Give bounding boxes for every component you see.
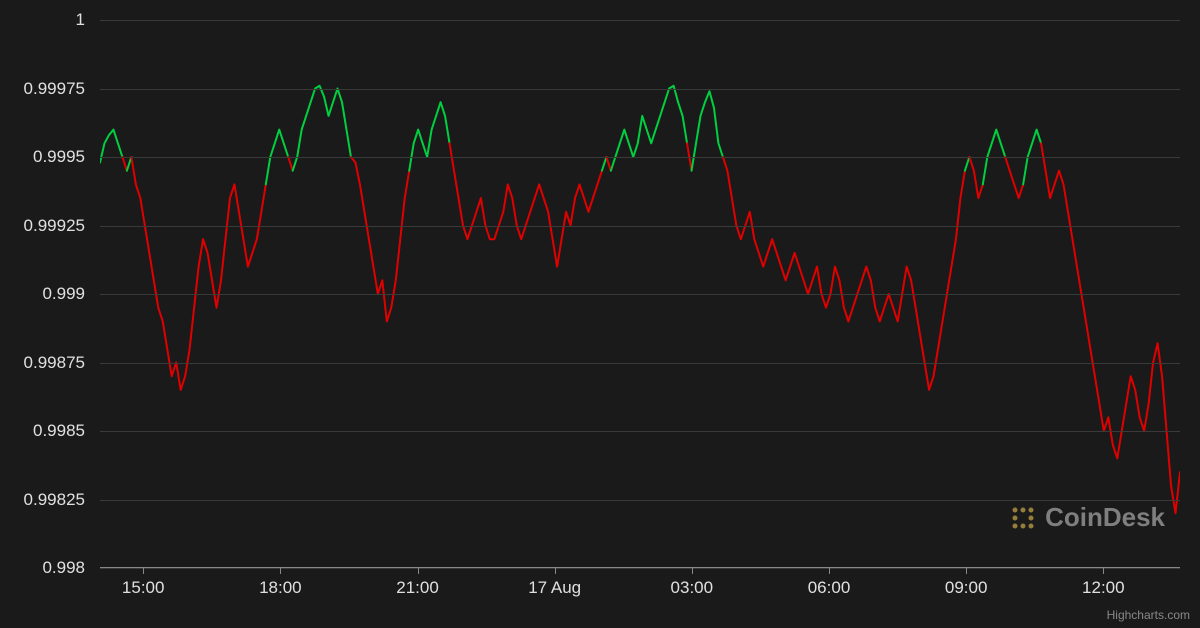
series-segment-down [122, 157, 126, 171]
gridline [100, 89, 1180, 90]
series-segment-down [288, 157, 292, 171]
gridline [100, 157, 1180, 158]
gridline [100, 500, 1180, 501]
y-tick-label: 0.998 [42, 558, 85, 578]
y-tick-label: 0.99875 [24, 353, 85, 373]
series-segment-down [606, 157, 610, 171]
series-segment-up [965, 157, 969, 171]
y-tick-label: 1 [76, 10, 85, 30]
gridline [100, 226, 1180, 227]
series-segment-up [692, 91, 723, 170]
series-segment-down [1041, 143, 1180, 513]
plot-area [100, 20, 1180, 568]
series-segment-down [723, 157, 965, 390]
x-tick [1103, 568, 1104, 574]
series-segment-up [602, 157, 606, 171]
gridline [100, 363, 1180, 364]
x-axis: 15:00 18:00 21:00 17 Aug 03:00 06:00 09:00 12:0… [100, 578, 1180, 608]
series-segment-up [409, 102, 449, 171]
y-tick-label: 0.99825 [24, 490, 85, 510]
x-tick [418, 568, 419, 574]
series-segment-down [351, 157, 409, 321]
chart-credit: Highcharts.com [1107, 608, 1190, 622]
gridline [100, 20, 1180, 21]
x-tick [143, 568, 144, 574]
x-tick [555, 568, 556, 574]
x-tick [280, 568, 281, 574]
watermark: CoinDesk [1009, 502, 1165, 533]
gridline [100, 294, 1180, 295]
x-tick-label: 09:00 [945, 578, 988, 598]
y-tick-label: 0.9995 [33, 147, 85, 167]
series-segment-down [1005, 157, 1023, 198]
series-segment-down [450, 143, 602, 266]
y-axis: 10.999750.99950.999250.9990.998750.99850… [0, 20, 95, 568]
x-tick-label: 03:00 [671, 578, 714, 598]
x-tick-label: 21:00 [396, 578, 439, 598]
x-tick-label: 06:00 [808, 578, 851, 598]
x-tick-label: 15:00 [122, 578, 165, 598]
x-tick-label: 12:00 [1082, 578, 1125, 598]
gridline [100, 568, 1180, 569]
y-tick-label: 0.999 [42, 284, 85, 304]
series-segment-down [969, 157, 982, 198]
chart-plot-area [100, 20, 1180, 568]
x-tick [829, 568, 830, 574]
y-tick-label: 0.9985 [33, 421, 85, 441]
gridline [100, 431, 1180, 432]
coindesk-icon [1009, 504, 1037, 532]
x-tick-label: 17 Aug [528, 578, 581, 598]
x-tick [692, 568, 693, 574]
y-tick-label: 0.99925 [24, 216, 85, 236]
series-segment-down [131, 157, 265, 390]
y-tick-label: 0.99975 [24, 79, 85, 99]
x-tick-label: 18:00 [259, 578, 302, 598]
x-tick [966, 568, 967, 574]
watermark-text: CoinDesk [1045, 502, 1165, 533]
